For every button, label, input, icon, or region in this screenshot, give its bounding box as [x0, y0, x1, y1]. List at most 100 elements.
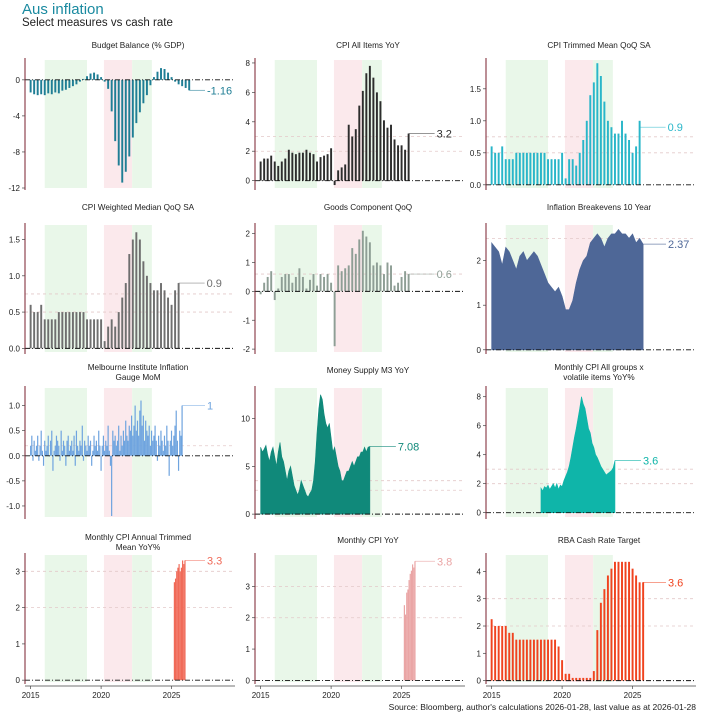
data-bar: [539, 639, 542, 681]
data-bar: [128, 425, 130, 456]
x-tick-label: 2025: [393, 691, 411, 700]
chart-panel-inflation-breakevens: Inflation Breakevens 10 Year 0 1 2 2.37: [477, 203, 696, 355]
data-bar: [43, 79, 46, 96]
data-bar: [407, 274, 410, 292]
data-bar: [61, 450, 63, 456]
data-bar: [270, 271, 273, 292]
x-tick-label: 2015: [252, 691, 270, 700]
data-bar: [400, 145, 403, 181]
data-bar: [259, 161, 262, 181]
data-bar: [409, 573, 411, 681]
data-bar: [136, 420, 139, 456]
data-bar: [62, 440, 65, 456]
data-bar: [386, 262, 389, 292]
data-bar: [131, 239, 134, 349]
shade-pandemic-period: [333, 555, 363, 682]
chart-title-line: Inflation Breakevens 10 Year: [547, 203, 652, 212]
data-bar: [31, 435, 33, 456]
x-tick-label: 2025: [163, 691, 181, 700]
data-bar: [78, 312, 81, 349]
x-tick-label: 2025: [624, 691, 642, 700]
data-bar: [323, 155, 326, 181]
data-bar: [543, 639, 546, 681]
data-bar: [294, 154, 297, 181]
y-tick-label: 1.0: [9, 272, 21, 281]
data-bar: [117, 312, 120, 349]
data-bar: [539, 152, 542, 185]
data-bar: [515, 152, 518, 185]
data-bar: [494, 626, 497, 681]
data-bar: [340, 271, 343, 292]
data-bar: [316, 161, 318, 181]
data-bar: [525, 152, 528, 185]
data-bar: [568, 673, 571, 681]
data-bar: [340, 167, 343, 181]
data-bar: [37, 435, 39, 456]
data-bar: [312, 274, 315, 292]
data-bar: [606, 575, 609, 681]
y-tick-label: 1.5: [470, 85, 482, 94]
data-bar: [54, 79, 57, 93]
data-bar: [176, 571, 178, 681]
chart-title-line: Money Supply M3 YoY: [327, 366, 410, 375]
data-bar: [628, 140, 631, 185]
data-bar: [585, 120, 588, 185]
data-bar: [617, 561, 620, 681]
y-tick-label: 1.0: [470, 117, 482, 126]
x-tick-label: 2015: [22, 691, 40, 700]
data-bar: [568, 159, 571, 185]
last-value-label: 3.3: [207, 555, 222, 567]
data-bar: [33, 440, 35, 456]
data-bar: [39, 445, 41, 456]
chart-title-line: CPI All Items YoY: [336, 41, 400, 50]
data-bar: [156, 290, 159, 349]
data-bar: [111, 455, 113, 516]
data-bar: [114, 435, 116, 456]
data-bar: [78, 450, 80, 456]
data-bar: [149, 445, 151, 456]
data-bar: [29, 304, 32, 349]
data-bar: [529, 152, 532, 185]
y-tick-label: 0: [477, 677, 482, 686]
data-bar: [100, 77, 103, 80]
data-bar: [73, 435, 75, 456]
data-bar: [138, 79, 141, 113]
data-bar: [168, 455, 170, 476]
last-value-label: 3.8: [437, 556, 452, 568]
data-bar: [554, 159, 557, 185]
page-subtitle: Select measures vs cash rate: [22, 17, 173, 29]
last-value-label: -1.16: [207, 85, 232, 97]
data-bar: [404, 149, 407, 181]
data-bar: [129, 430, 132, 456]
data-bar: [372, 265, 375, 292]
data-bar: [131, 79, 134, 138]
data-bar: [624, 133, 627, 185]
data-bar: [390, 124, 392, 181]
data-bar: [106, 445, 108, 456]
data-bar: [36, 79, 39, 96]
y-tick-label: 2: [246, 230, 251, 239]
data-bar: [71, 312, 74, 349]
data-area: [491, 228, 644, 351]
data-bar: [180, 567, 183, 681]
data-bar: [564, 673, 567, 681]
data-bar: [135, 430, 137, 456]
data-bar: [188, 79, 191, 91]
data-bar: [319, 157, 322, 181]
data-bar: [386, 127, 389, 181]
y-tick-label: -8: [13, 148, 21, 157]
data-bar: [571, 159, 574, 185]
data-bar: [145, 79, 148, 96]
data-bar: [40, 430, 42, 456]
data-bar: [273, 291, 276, 301]
data-bar: [121, 445, 123, 456]
data-bar: [511, 632, 514, 681]
chart-panel-money-supply: Money Supply M3 YoY 0 5 10 7.08: [241, 366, 465, 519]
data-bar: [89, 73, 92, 80]
data-bar: [35, 445, 38, 456]
data-bar: [624, 561, 627, 681]
data-bar: [53, 450, 55, 456]
data-bar: [490, 146, 493, 185]
y-tick-label: -1.0: [6, 502, 20, 511]
data-bar: [284, 158, 287, 181]
